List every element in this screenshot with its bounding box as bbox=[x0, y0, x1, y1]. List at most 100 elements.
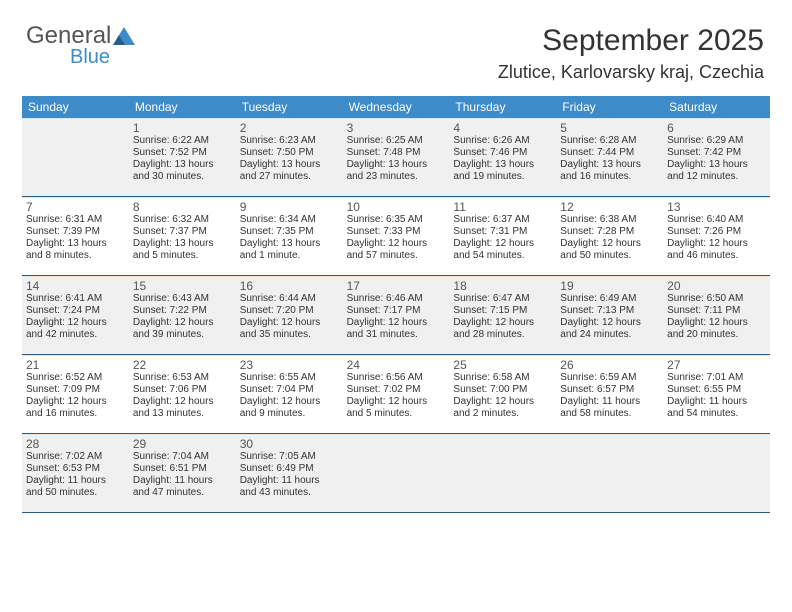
calendar-week: 1Sunrise: 6:22 AMSunset: 7:52 PMDaylight… bbox=[22, 118, 770, 197]
daylight-label: Daylight: 12 hours and 2 minutes. bbox=[453, 396, 552, 420]
day-number: 6 bbox=[667, 121, 766, 135]
sunset-label: Sunset: 7:52 PM bbox=[133, 147, 232, 159]
calendar-cell: 15Sunrise: 6:43 AMSunset: 7:22 PMDayligh… bbox=[129, 276, 236, 354]
daylight-label: Daylight: 13 hours and 30 minutes. bbox=[133, 159, 232, 183]
page-title: September 2025 bbox=[542, 24, 764, 58]
sunrise-label: Sunrise: 6:53 AM bbox=[133, 372, 232, 384]
daylight-label: Daylight: 11 hours and 50 minutes. bbox=[26, 475, 125, 499]
daylight-label: Daylight: 12 hours and 16 minutes. bbox=[26, 396, 125, 420]
calendar-cell: 8Sunrise: 6:32 AMSunset: 7:37 PMDaylight… bbox=[129, 197, 236, 275]
day-number: 10 bbox=[347, 200, 446, 214]
day-number: 11 bbox=[453, 200, 552, 214]
daylight-label: Daylight: 12 hours and 57 minutes. bbox=[347, 238, 446, 262]
calendar-cell: 17Sunrise: 6:46 AMSunset: 7:17 PMDayligh… bbox=[343, 276, 450, 354]
daylight-label: Daylight: 12 hours and 35 minutes. bbox=[240, 317, 339, 341]
calendar-cell: 3Sunrise: 6:25 AMSunset: 7:48 PMDaylight… bbox=[343, 118, 450, 196]
day-number: 30 bbox=[240, 437, 339, 451]
daylight-label: Daylight: 12 hours and 54 minutes. bbox=[453, 238, 552, 262]
daylight-label: Daylight: 12 hours and 28 minutes. bbox=[453, 317, 552, 341]
sunset-label: Sunset: 7:48 PM bbox=[347, 147, 446, 159]
daylight-label: Daylight: 11 hours and 54 minutes. bbox=[667, 396, 766, 420]
sunset-label: Sunset: 7:28 PM bbox=[560, 226, 659, 238]
sunset-label: Sunset: 6:55 PM bbox=[667, 384, 766, 396]
dayname-friday: Friday bbox=[556, 96, 663, 118]
calendar-cell: 2Sunrise: 6:23 AMSunset: 7:50 PMDaylight… bbox=[236, 118, 343, 196]
daylight-label: Daylight: 12 hours and 42 minutes. bbox=[26, 317, 125, 341]
calendar-cell: 26Sunrise: 6:59 AMSunset: 6:57 PMDayligh… bbox=[556, 355, 663, 433]
sunset-label: Sunset: 7:20 PM bbox=[240, 305, 339, 317]
daylight-label: Daylight: 11 hours and 43 minutes. bbox=[240, 475, 339, 499]
calendar-cell bbox=[343, 434, 450, 512]
sunrise-label: Sunrise: 6:43 AM bbox=[133, 293, 232, 305]
daylight-label: Daylight: 12 hours and 46 minutes. bbox=[667, 238, 766, 262]
sunrise-label: Sunrise: 6:28 AM bbox=[560, 135, 659, 147]
day-number: 8 bbox=[133, 200, 232, 214]
sunset-label: Sunset: 7:26 PM bbox=[667, 226, 766, 238]
daylight-label: Daylight: 13 hours and 1 minute. bbox=[240, 238, 339, 262]
calendar-cell: 14Sunrise: 6:41 AMSunset: 7:24 PMDayligh… bbox=[22, 276, 129, 354]
daylight-label: Daylight: 13 hours and 19 minutes. bbox=[453, 159, 552, 183]
daylight-label: Daylight: 12 hours and 13 minutes. bbox=[133, 396, 232, 420]
sunrise-label: Sunrise: 6:47 AM bbox=[453, 293, 552, 305]
day-number: 23 bbox=[240, 358, 339, 372]
day-number: 22 bbox=[133, 358, 232, 372]
daylight-label: Daylight: 12 hours and 24 minutes. bbox=[560, 317, 659, 341]
sunset-label: Sunset: 7:04 PM bbox=[240, 384, 339, 396]
daylight-label: Daylight: 11 hours and 47 minutes. bbox=[133, 475, 232, 499]
sunrise-label: Sunrise: 7:02 AM bbox=[26, 451, 125, 463]
day-number: 12 bbox=[560, 200, 659, 214]
calendar-cell: 19Sunrise: 6:49 AMSunset: 7:13 PMDayligh… bbox=[556, 276, 663, 354]
calendar-cell: 11Sunrise: 6:37 AMSunset: 7:31 PMDayligh… bbox=[449, 197, 556, 275]
sunset-label: Sunset: 6:51 PM bbox=[133, 463, 232, 475]
sunrise-label: Sunrise: 6:49 AM bbox=[560, 293, 659, 305]
dayname-sunday: Sunday bbox=[22, 96, 129, 118]
calendar-week: 21Sunrise: 6:52 AMSunset: 7:09 PMDayligh… bbox=[22, 355, 770, 434]
dayname-saturday: Saturday bbox=[663, 96, 770, 118]
calendar-week: 28Sunrise: 7:02 AMSunset: 6:53 PMDayligh… bbox=[22, 434, 770, 513]
day-number: 26 bbox=[560, 358, 659, 372]
daylight-label: Daylight: 11 hours and 58 minutes. bbox=[560, 396, 659, 420]
sunrise-label: Sunrise: 6:59 AM bbox=[560, 372, 659, 384]
sunrise-label: Sunrise: 6:46 AM bbox=[347, 293, 446, 305]
day-number: 17 bbox=[347, 279, 446, 293]
calendar-cell bbox=[449, 434, 556, 512]
sunrise-label: Sunrise: 6:40 AM bbox=[667, 214, 766, 226]
daylight-label: Daylight: 12 hours and 5 minutes. bbox=[347, 396, 446, 420]
sunrise-label: Sunrise: 7:04 AM bbox=[133, 451, 232, 463]
sunset-label: Sunset: 7:00 PM bbox=[453, 384, 552, 396]
day-number: 27 bbox=[667, 358, 766, 372]
sunset-label: Sunset: 7:50 PM bbox=[240, 147, 339, 159]
sunset-label: Sunset: 7:44 PM bbox=[560, 147, 659, 159]
sunrise-label: Sunrise: 6:22 AM bbox=[133, 135, 232, 147]
calendar-cell: 16Sunrise: 6:44 AMSunset: 7:20 PMDayligh… bbox=[236, 276, 343, 354]
sunrise-label: Sunrise: 6:29 AM bbox=[667, 135, 766, 147]
day-number: 28 bbox=[26, 437, 125, 451]
daylight-label: Daylight: 12 hours and 9 minutes. bbox=[240, 396, 339, 420]
sunset-label: Sunset: 7:42 PM bbox=[667, 147, 766, 159]
calendar-week: 7Sunrise: 6:31 AMSunset: 7:39 PMDaylight… bbox=[22, 197, 770, 276]
dayname-tuesday: Tuesday bbox=[236, 96, 343, 118]
sunrise-label: Sunrise: 6:34 AM bbox=[240, 214, 339, 226]
sunrise-label: Sunrise: 6:25 AM bbox=[347, 135, 446, 147]
sunrise-label: Sunrise: 6:32 AM bbox=[133, 214, 232, 226]
calendar-week: 14Sunrise: 6:41 AMSunset: 7:24 PMDayligh… bbox=[22, 276, 770, 355]
day-number: 25 bbox=[453, 358, 552, 372]
logo-text-blue: Blue bbox=[70, 46, 110, 69]
sunrise-label: Sunrise: 6:55 AM bbox=[240, 372, 339, 384]
calendar-cell: 25Sunrise: 6:58 AMSunset: 7:00 PMDayligh… bbox=[449, 355, 556, 433]
sunset-label: Sunset: 6:57 PM bbox=[560, 384, 659, 396]
calendar-cell: 7Sunrise: 6:31 AMSunset: 7:39 PMDaylight… bbox=[22, 197, 129, 275]
day-number: 5 bbox=[560, 121, 659, 135]
dayname-row: Sunday Monday Tuesday Wednesday Thursday… bbox=[22, 96, 770, 118]
daylight-label: Daylight: 13 hours and 8 minutes. bbox=[26, 238, 125, 262]
sunrise-label: Sunrise: 6:50 AM bbox=[667, 293, 766, 305]
sunset-label: Sunset: 6:49 PM bbox=[240, 463, 339, 475]
sunrise-label: Sunrise: 6:41 AM bbox=[26, 293, 125, 305]
day-number: 29 bbox=[133, 437, 232, 451]
daylight-label: Daylight: 12 hours and 31 minutes. bbox=[347, 317, 446, 341]
day-number: 16 bbox=[240, 279, 339, 293]
day-number: 19 bbox=[560, 279, 659, 293]
day-number: 3 bbox=[347, 121, 446, 135]
sunrise-label: Sunrise: 7:01 AM bbox=[667, 372, 766, 384]
sunrise-label: Sunrise: 6:56 AM bbox=[347, 372, 446, 384]
